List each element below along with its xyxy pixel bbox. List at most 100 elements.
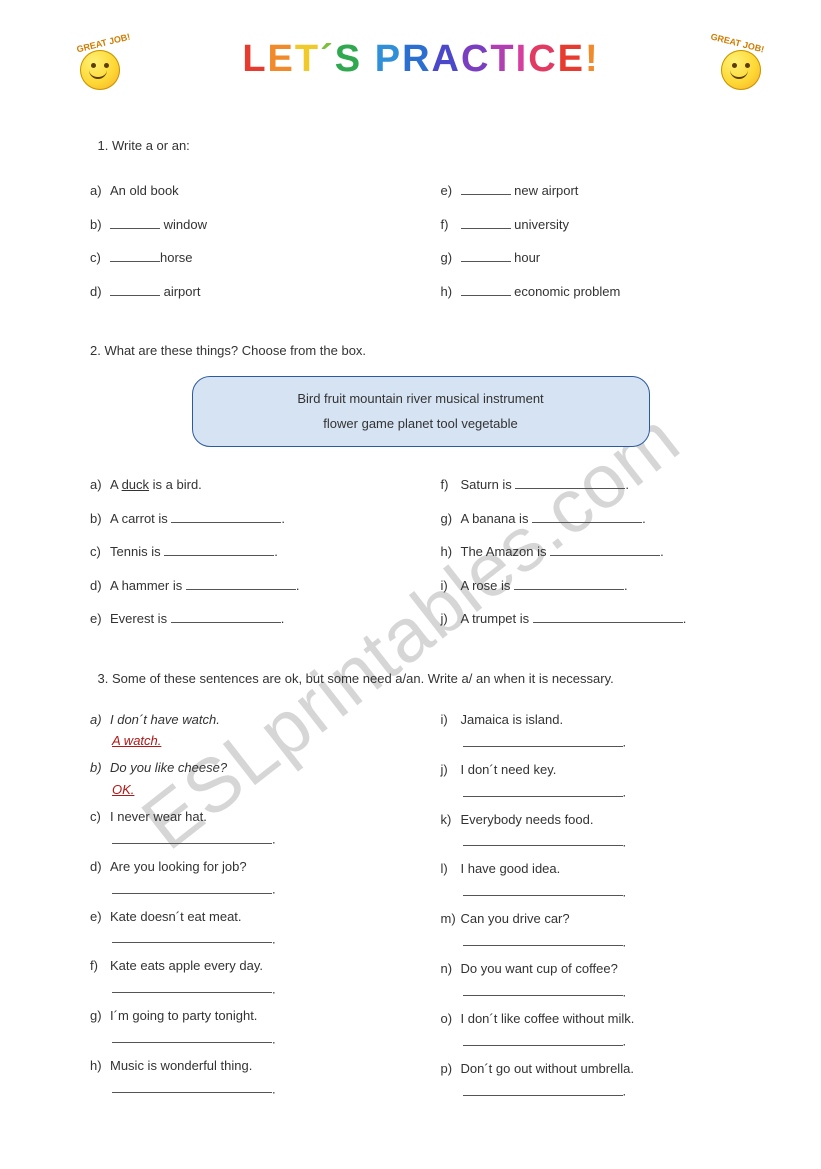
ex3-answer-row: . bbox=[463, 1082, 752, 1098]
period: . bbox=[623, 884, 627, 899]
item-letter: f) bbox=[441, 475, 461, 495]
blank-input[interactable] bbox=[463, 1032, 623, 1045]
word-box-line1: Bird fruit mountain river musical instru… bbox=[211, 387, 631, 412]
period: . bbox=[623, 785, 627, 800]
item-text: new airport bbox=[511, 183, 579, 198]
ex3-question: n)Do you want cup of coffee? bbox=[441, 959, 752, 979]
blank-input[interactable] bbox=[463, 883, 623, 896]
ex2-item: c)Tennis is . bbox=[90, 542, 401, 562]
item-letter: j) bbox=[441, 760, 461, 780]
item-letter: c) bbox=[90, 248, 110, 268]
blank-input[interactable] bbox=[112, 980, 272, 993]
blank-input[interactable] bbox=[112, 1080, 272, 1093]
blank-input[interactable] bbox=[186, 577, 296, 590]
question-text: Jamaica is island. bbox=[461, 712, 564, 727]
blank-input[interactable] bbox=[463, 833, 623, 846]
blank-input[interactable] bbox=[164, 543, 274, 556]
period: . bbox=[281, 611, 285, 626]
item-letter: b) bbox=[90, 215, 110, 235]
period: . bbox=[623, 984, 627, 999]
item-text: A hammer is bbox=[110, 578, 186, 593]
ex1-item: g) hour bbox=[441, 248, 752, 268]
blank-input[interactable] bbox=[461, 182, 511, 195]
blank-input[interactable] bbox=[112, 880, 272, 893]
ex3-question: a)I don´t have watch. bbox=[90, 710, 401, 730]
ex3-answer-row: OK. bbox=[112, 782, 401, 797]
example-answer: duck bbox=[122, 477, 149, 492]
item-text: Saturn is bbox=[461, 477, 516, 492]
exercise-3: Some of these sentences are ok, but some… bbox=[90, 671, 751, 1109]
ex3-answer-row: . bbox=[112, 1080, 401, 1096]
exercise-3-left-col: a)I don´t have watch.A watch.b)Do you li… bbox=[90, 704, 401, 1109]
blank-input[interactable] bbox=[533, 610, 683, 623]
blank-input[interactable] bbox=[110, 249, 160, 262]
blank-input[interactable] bbox=[463, 1082, 623, 1095]
question-text: I don´t need key. bbox=[461, 762, 557, 777]
item-letter: n) bbox=[441, 959, 461, 979]
ex3-answer-row: . bbox=[112, 930, 401, 946]
item-text: is a bird. bbox=[149, 477, 202, 492]
item-letter: e) bbox=[441, 181, 461, 201]
period: . bbox=[272, 882, 276, 897]
ex1-item: e) new airport bbox=[441, 181, 752, 201]
blank-input[interactable] bbox=[461, 215, 511, 228]
ex2-item: f)Saturn is . bbox=[441, 475, 752, 495]
question-text: I don´t have watch. bbox=[110, 712, 220, 727]
ex3-question: k)Everybody needs food. bbox=[441, 810, 752, 830]
title-char: I bbox=[515, 38, 528, 80]
item-letter: i) bbox=[441, 710, 461, 730]
blank-input[interactable] bbox=[463, 933, 623, 946]
blank-input[interactable] bbox=[112, 930, 272, 943]
ex3-question: m)Can you drive car? bbox=[441, 909, 752, 929]
period: . bbox=[642, 511, 646, 526]
ex2-item: i)A rose is . bbox=[441, 576, 752, 596]
blank-input[interactable] bbox=[463, 733, 623, 746]
question-text: Do you want cup of coffee? bbox=[461, 961, 618, 976]
item-letter: h) bbox=[90, 1056, 110, 1076]
exercise-2: 2. What are these things? Choose from th… bbox=[90, 343, 751, 643]
item-letter: m) bbox=[441, 909, 461, 929]
exercise-1: Write a or an: a)An old bookb) windowc)h… bbox=[90, 138, 751, 315]
smiley-right-icon bbox=[721, 50, 761, 90]
blank-input[interactable] bbox=[514, 577, 624, 590]
question-text: Are you looking for job? bbox=[110, 859, 247, 874]
item-letter: b) bbox=[90, 758, 110, 778]
word-box: Bird fruit mountain river musical instru… bbox=[192, 376, 650, 447]
example-answer: OK. bbox=[112, 782, 134, 797]
blank-input[interactable] bbox=[550, 543, 660, 556]
blank-input[interactable] bbox=[532, 510, 642, 523]
blank-input[interactable] bbox=[461, 282, 511, 295]
blank-input[interactable] bbox=[110, 215, 160, 228]
item-text: airport bbox=[160, 284, 200, 299]
title-char: A bbox=[431, 38, 460, 80]
item-text: The Amazon is bbox=[461, 544, 551, 559]
ex3-question: j)I don´t need key. bbox=[441, 760, 752, 780]
blank-input[interactable] bbox=[171, 510, 281, 523]
blank-input[interactable] bbox=[463, 983, 623, 996]
ex3-answer-row: A watch. bbox=[112, 733, 401, 748]
item-text: A rose is bbox=[461, 578, 514, 593]
question-text: I never wear hat. bbox=[110, 809, 207, 824]
blank-input[interactable] bbox=[112, 830, 272, 843]
blank-input[interactable] bbox=[463, 783, 623, 796]
question-text: Kate eats apple every day. bbox=[110, 958, 263, 973]
blank-input[interactable] bbox=[110, 282, 160, 295]
ex3-answer-row: . bbox=[463, 783, 752, 799]
blank-input[interactable] bbox=[461, 249, 511, 262]
word-box-line2: flower game planet tool vegetable bbox=[211, 412, 631, 437]
blank-input[interactable] bbox=[515, 476, 625, 489]
item-text: window bbox=[160, 217, 207, 232]
ex3-answer-row: . bbox=[112, 1030, 401, 1046]
ex1-item: b) window bbox=[90, 215, 401, 235]
period: . bbox=[623, 735, 627, 750]
ex3-answer-row: . bbox=[112, 980, 401, 996]
period: . bbox=[272, 1031, 276, 1046]
title-char: ! bbox=[585, 38, 600, 80]
blank-input[interactable] bbox=[171, 610, 281, 623]
blank-input[interactable] bbox=[112, 1030, 272, 1043]
item-text: Everest is bbox=[110, 611, 171, 626]
ex3-question: i)Jamaica is island. bbox=[441, 710, 752, 730]
ex2-item: b)A carrot is . bbox=[90, 509, 401, 529]
ex3-question: e)Kate doesn´t eat meat. bbox=[90, 907, 401, 927]
smiley-left-icon bbox=[80, 50, 120, 90]
